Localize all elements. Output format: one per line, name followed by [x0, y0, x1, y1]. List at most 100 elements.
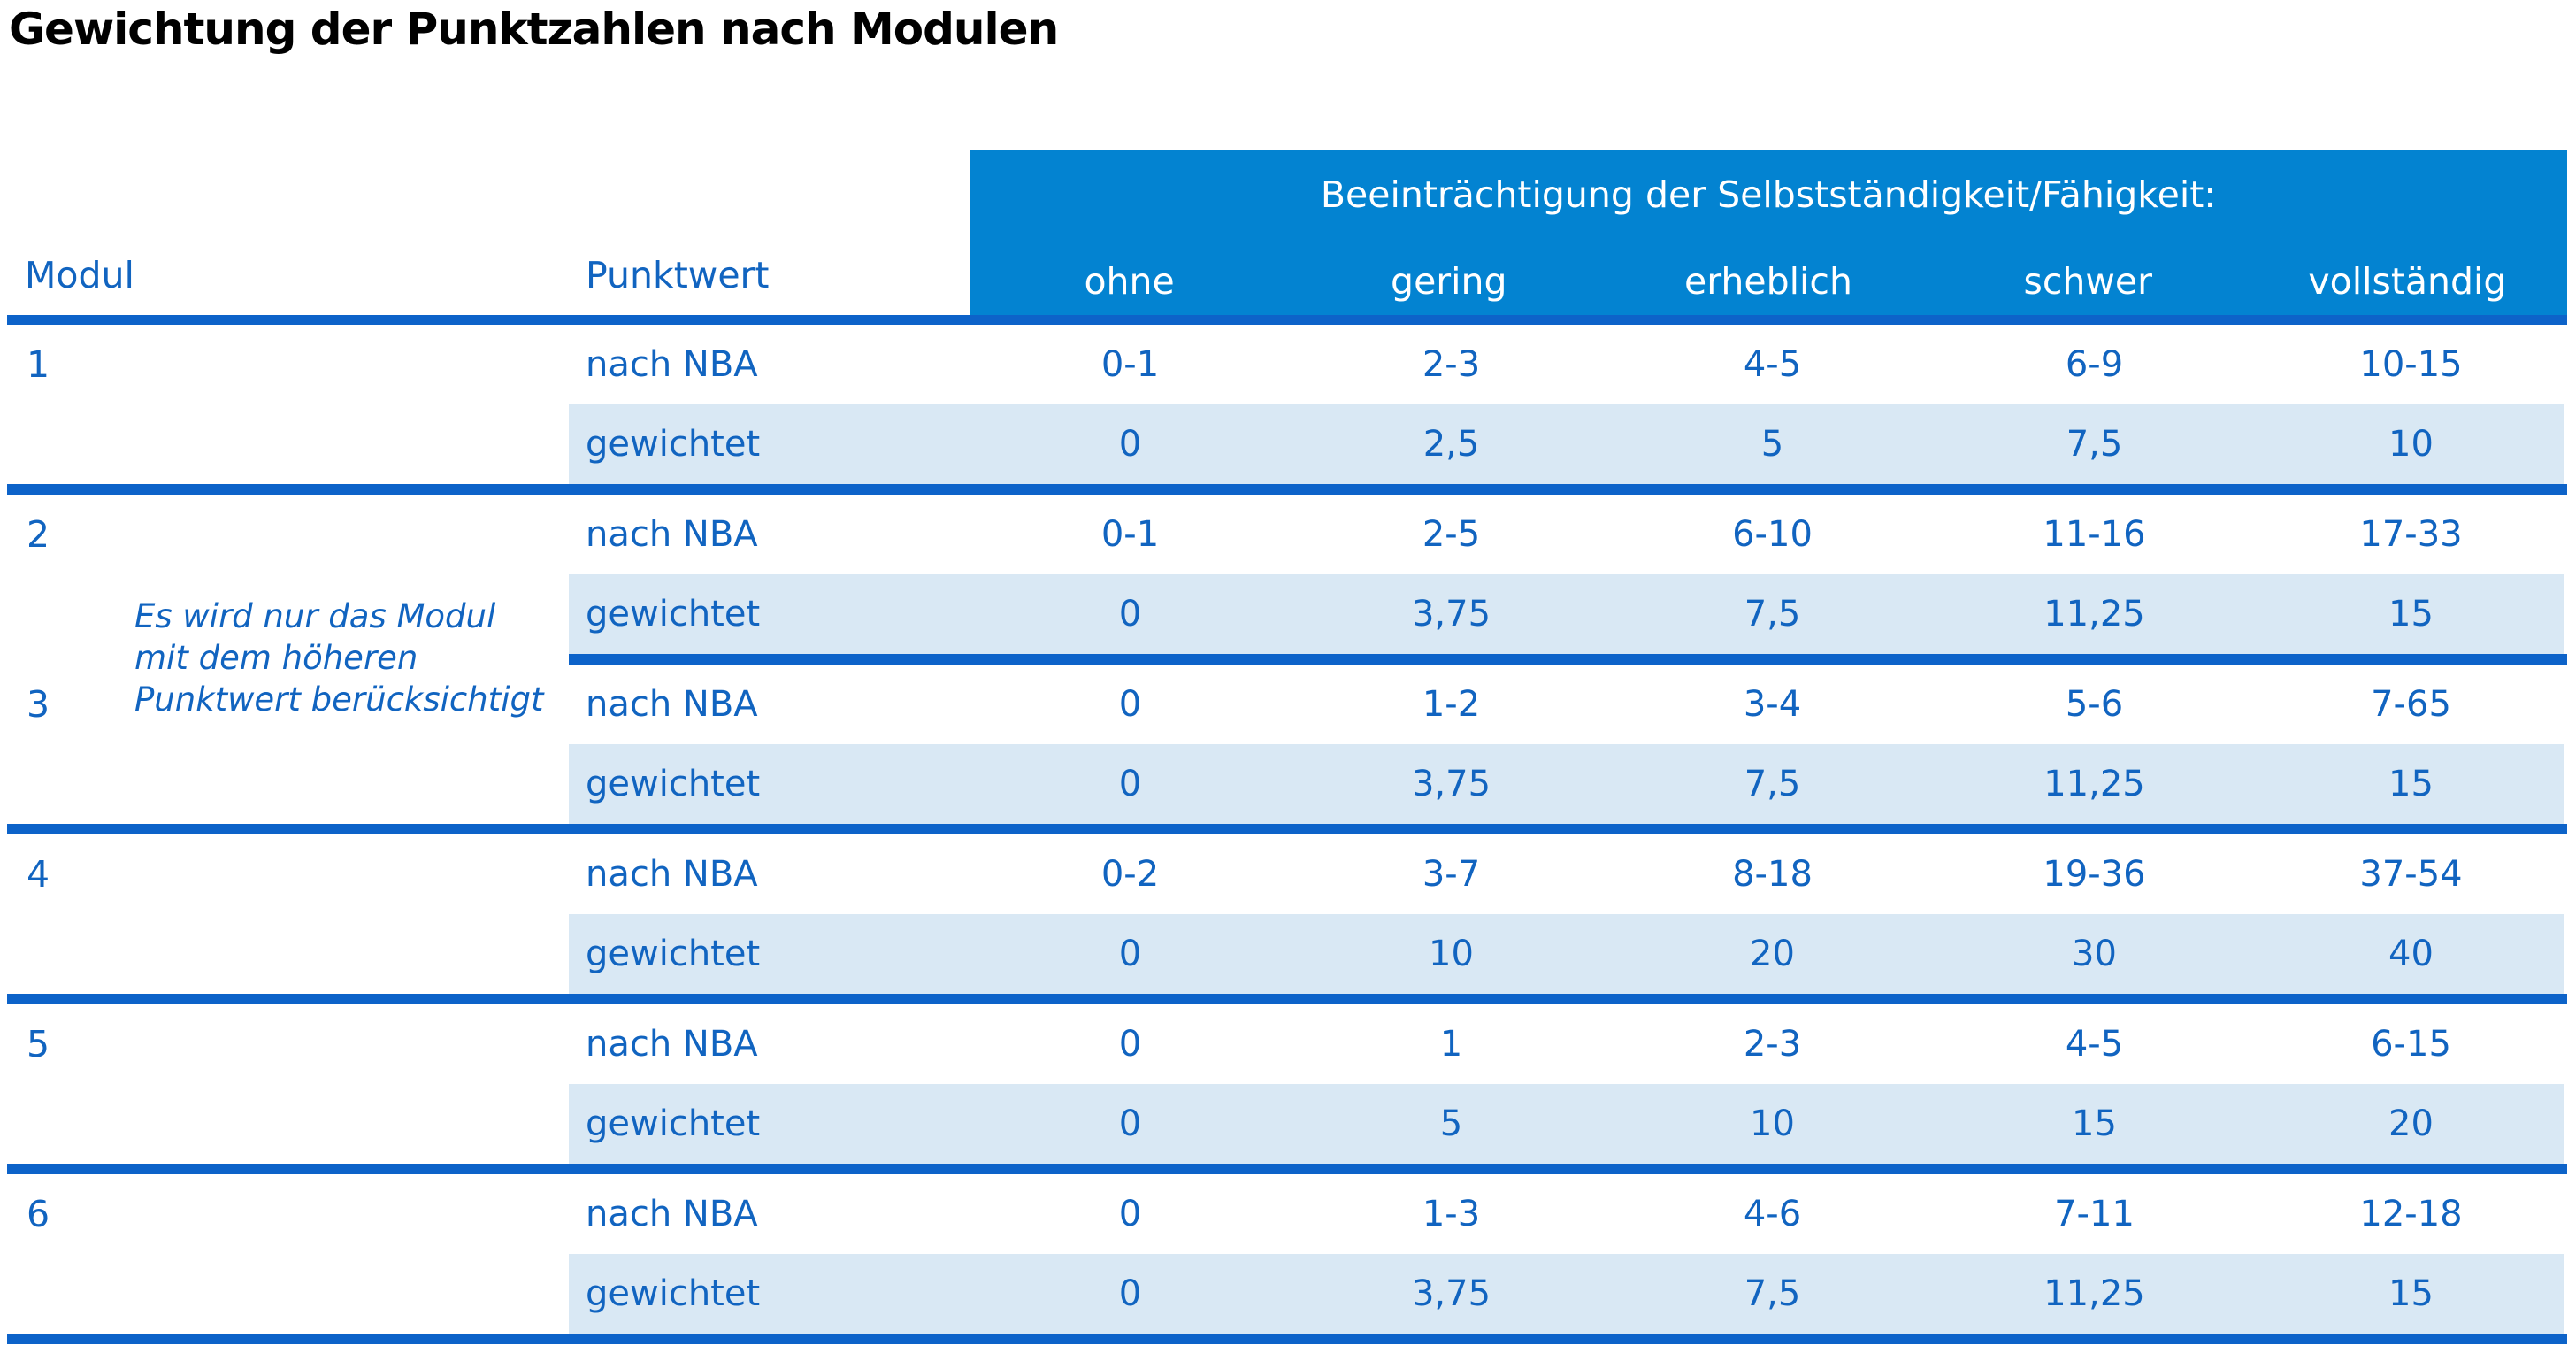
weighted-value-gering: 3,75 [1411, 594, 1491, 634]
module-divider [7, 1334, 2567, 1344]
nba-value-vollstaendig: 37-54 [2359, 854, 2463, 895]
nba-value-gering: 1 [1439, 1024, 1463, 1065]
nba-value-vollstaendig: 12-18 [2359, 1194, 2463, 1234]
weighted-value-vollstaendig: 20 [2388, 1103, 2434, 1144]
weighted-value-gering: 10 [1429, 934, 1474, 974]
weighted-value-vollstaendig: 10 [2388, 424, 2434, 465]
impairment-level-row: ohne gering erheblich schwer vollständig [970, 260, 2567, 303]
nba-value-ohne: 0 [1118, 1024, 1142, 1065]
module-number: 2 [27, 513, 50, 556]
module-weighted-row: gewichtet 0 2,5 5 7,5 10 [0, 404, 2576, 484]
weighted-value-gering: 3,75 [1411, 764, 1491, 804]
module-divider [7, 1164, 2567, 1174]
module-number: 3 [27, 683, 50, 726]
module-number: 6 [27, 1193, 50, 1235]
nba-value-erheblich: 6-10 [1732, 514, 1813, 555]
weighted-value-ohne: 0 [1118, 1103, 1142, 1144]
level-header-schwer: schwer [2023, 260, 2152, 303]
note-line: mit dem höheren [134, 639, 418, 677]
weighted-value-vollstaendig: 15 [2388, 594, 2434, 634]
nba-value-erheblich: 4-6 [1743, 1194, 1802, 1234]
row-label-nach-nba: nach NBA [586, 854, 758, 895]
column-header-punktwert: Punktwert [586, 254, 770, 296]
module-nba-row: nach NBA 0-1 2-5 6-10 11-16 17-33 [0, 495, 2576, 574]
nba-value-gering: 1-3 [1422, 1194, 1481, 1234]
module-divider [7, 484, 2567, 495]
nba-value-gering: 2-5 [1422, 514, 1481, 555]
module-nba-row: nach NBA 0-2 3-7 8-18 19-36 37-54 [0, 834, 2576, 914]
module-nba-row: nach NBA 0 1-3 4-6 7-11 12-18 [0, 1174, 2576, 1254]
module-divider [7, 824, 2567, 834]
level-header-erheblich: erheblich [1684, 260, 1852, 303]
nba-value-vollstaendig: 17-33 [2359, 514, 2463, 555]
row-label-gewichtet: gewichtet [586, 424, 761, 465]
module-2-3-note: Es wird nur das Modul mit dem höheren Pu… [134, 596, 543, 720]
weighted-value-ohne: 0 [1118, 594, 1142, 634]
table-body: Es wird nur das Modul mit dem höheren Pu… [0, 325, 2576, 1344]
module-weighted-row: gewichtet 0 5 10 15 20 [0, 1084, 2576, 1164]
row-label-nach-nba: nach NBA [586, 514, 758, 555]
impairment-header-box: Beeinträchtigung der Selbstständigkeit/F… [970, 150, 2567, 315]
module-group: 2 nach NBA 0-1 2-5 6-10 11-16 17-33 gewi… [0, 495, 2576, 665]
weighted-value-schwer: 11,25 [2043, 594, 2145, 634]
row-label-gewichtet: gewichtet [586, 764, 761, 804]
module-group: 1 nach NBA 0-1 2-3 4-5 6-9 10-15 gewicht… [0, 325, 2576, 495]
module-group: 5 nach NBA 0 1 2-3 4-5 6-15 gewichtet 0 … [0, 1004, 2576, 1174]
nba-value-ohne: 0-2 [1100, 854, 1160, 895]
page-title: Gewichtung der Punktzahlen nach Modulen [9, 4, 1059, 55]
module-divider [569, 654, 2567, 665]
nba-value-ohne: 0 [1118, 1194, 1142, 1234]
nba-value-gering: 1-2 [1422, 684, 1481, 725]
module-group: 3 nach NBA 0 1-2 3-4 5-6 7-65 gewichtet … [0, 665, 2576, 834]
row-label-nach-nba: nach NBA [586, 344, 758, 385]
module-number: 1 [27, 343, 50, 386]
nba-value-schwer: 11-16 [2043, 514, 2146, 555]
header-divider [7, 315, 2567, 325]
nba-value-ohne: 0-1 [1100, 514, 1160, 555]
weighted-value-vollstaendig: 40 [2388, 934, 2434, 974]
nba-value-gering: 2-3 [1422, 344, 1481, 385]
nba-value-schwer: 7-11 [2054, 1194, 2135, 1234]
weighted-value-schwer: 11,25 [2043, 764, 2145, 804]
weighted-value-vollstaendig: 15 [2388, 764, 2434, 804]
module-nba-row: nach NBA 0 1 2-3 4-5 6-15 [0, 1004, 2576, 1084]
module-nba-row: nach NBA 0-1 2-3 4-5 6-9 10-15 [0, 325, 2576, 404]
module-weighted-row: gewichtet 0 3,75 7,5 11,25 15 [0, 574, 2576, 654]
weighted-value-gering: 3,75 [1411, 1273, 1491, 1314]
row-label-gewichtet: gewichtet [586, 594, 761, 634]
module-weighted-row: gewichtet 0 3,75 7,5 11,25 15 [0, 1254, 2576, 1334]
level-header-ohne: ohne [1084, 260, 1175, 303]
weighted-value-erheblich: 7,5 [1744, 764, 1801, 804]
weighted-value-erheblich: 10 [1750, 1103, 1795, 1144]
nba-value-erheblich: 3-4 [1743, 684, 1802, 725]
module-weighted-row: gewichtet 0 3,75 7,5 11,25 15 [0, 744, 2576, 824]
module-weighted-row: gewichtet 0 10 20 30 40 [0, 914, 2576, 994]
module-group: 6 nach NBA 0 1-3 4-6 7-11 12-18 gewichte… [0, 1174, 2576, 1344]
nba-value-ohne: 0 [1118, 684, 1142, 725]
nba-value-schwer: 6-9 [2065, 344, 2124, 385]
weighted-value-schwer: 11,25 [2043, 1273, 2145, 1314]
nba-value-erheblich: 2-3 [1743, 1024, 1802, 1065]
weighted-value-schwer: 15 [2072, 1103, 2117, 1144]
nba-value-vollstaendig: 10-15 [2359, 344, 2463, 385]
module-number: 4 [27, 853, 50, 896]
weighted-value-ohne: 0 [1118, 1273, 1142, 1314]
row-label-nach-nba: nach NBA [586, 684, 758, 725]
weighted-value-ohne: 0 [1118, 764, 1142, 804]
weighted-value-erheblich: 20 [1750, 934, 1795, 974]
nba-value-ohne: 0-1 [1100, 344, 1160, 385]
nba-value-gering: 3-7 [1422, 854, 1481, 895]
level-header-vollstaendig: vollständig [2308, 260, 2507, 303]
nba-value-erheblich: 4-5 [1743, 344, 1802, 385]
weighted-value-ohne: 0 [1118, 424, 1142, 465]
row-label-gewichtet: gewichtet [586, 1103, 761, 1144]
weighted-value-schwer: 7,5 [2066, 424, 2123, 465]
row-label-nach-nba: nach NBA [586, 1024, 758, 1065]
module-nba-row: nach NBA 0 1-2 3-4 5-6 7-65 [0, 665, 2576, 744]
nba-value-schwer: 5-6 [2065, 684, 2124, 725]
note-line: Punktwert berücksichtigt [134, 680, 544, 719]
module-group: 4 nach NBA 0-2 3-7 8-18 19-36 37-54 gewi… [0, 834, 2576, 1004]
module-divider [7, 994, 2567, 1004]
level-header-gering: gering [1391, 260, 1507, 303]
weighted-value-schwer: 30 [2072, 934, 2117, 974]
